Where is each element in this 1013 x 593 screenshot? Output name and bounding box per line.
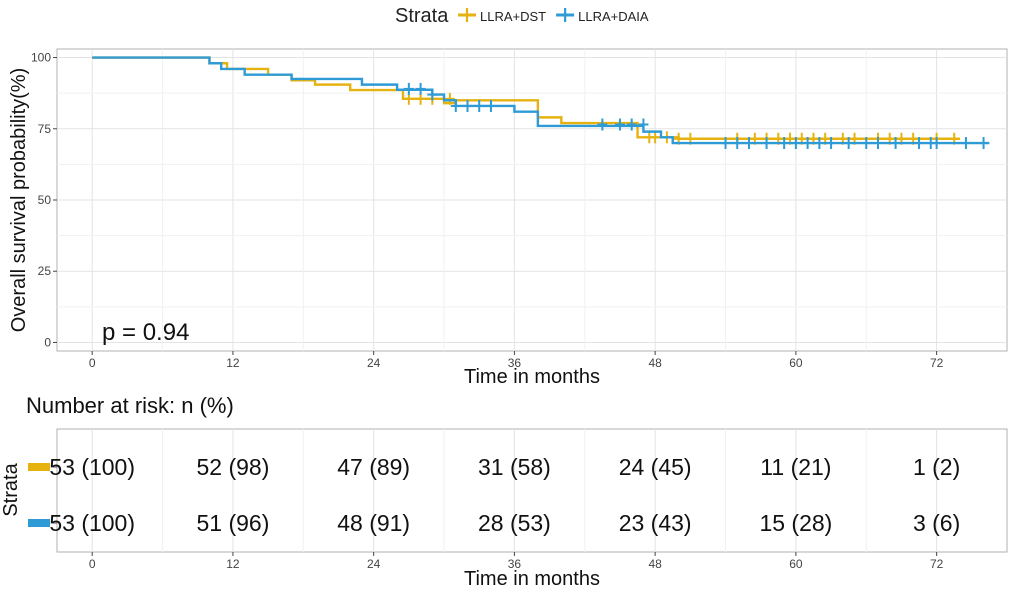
x-axis-label: Time in months xyxy=(464,366,600,388)
censor-mark xyxy=(761,137,772,150)
censor-mark xyxy=(872,137,883,150)
risk-cell: 11 (21) xyxy=(760,454,831,480)
risk-cell: 23 (43) xyxy=(619,510,692,536)
censor-mark xyxy=(861,137,872,150)
y-tick-label: 25 xyxy=(38,264,52,278)
censor-mark xyxy=(743,137,754,150)
risk-x-tick-label: 0 xyxy=(89,557,96,571)
risk-table-panel xyxy=(56,428,1008,553)
grid xyxy=(57,49,1007,351)
risk-x-tick-label: 60 xyxy=(789,557,803,571)
censor-mark xyxy=(931,137,942,150)
survival-curve-llra-daia xyxy=(92,56,990,145)
survival-plot: 0 25 50 75 100 0 12 24 36 48 60 72 p = 0.94 Time i… xyxy=(8,48,1008,388)
risk-cell: 48 (91) xyxy=(337,510,410,536)
x-tick-label: 36 xyxy=(508,356,522,370)
y-tick-label: 100 xyxy=(31,51,51,65)
censor-mark xyxy=(614,118,625,131)
censor-mark xyxy=(732,137,743,150)
x-tick-label: 24 xyxy=(367,356,381,370)
x-tick-label: 48 xyxy=(648,356,662,370)
legend-title: Strata xyxy=(395,5,449,27)
censor-mark xyxy=(843,137,854,150)
risk-table-title: Number at risk: n (%) xyxy=(26,393,234,418)
censor-mark xyxy=(826,137,837,150)
censor-mark xyxy=(790,137,801,150)
legend: Strata LLRA+DST LLRA+DAIA xyxy=(395,5,649,27)
censor-mark xyxy=(462,99,473,112)
y-axis-label: Overall survival probability(%) xyxy=(8,68,30,333)
risk-table-x-label: Time in months xyxy=(464,568,600,590)
risk-table-grid xyxy=(91,429,938,552)
censor-mark xyxy=(450,99,461,112)
censor-mark xyxy=(444,92,455,105)
risk-cell: 53 (100) xyxy=(49,510,135,536)
x-axis-ticks: 0 12 24 36 48 60 72 xyxy=(89,351,944,370)
risk-x-tick-label: 12 xyxy=(226,557,240,571)
censor-mark xyxy=(638,118,649,131)
risk-table-rows: 53 (100) 52 (98) 47 (89) 31 (58) 24 (45) 11 (… xyxy=(28,454,960,536)
risk-cell: 53 (100) xyxy=(49,454,135,480)
y-tick-label: 0 xyxy=(44,335,51,349)
risk-x-tick-label: 48 xyxy=(648,557,662,571)
risk-table-y-label: Strata xyxy=(0,462,22,516)
risk-x-tick-label: 72 xyxy=(930,557,944,571)
censor-mark xyxy=(650,131,661,144)
censor-mark xyxy=(960,137,971,150)
risk-table-x-ticks: 0 12 24 36 48 60 72 xyxy=(89,552,944,571)
risk-cell: 52 (98) xyxy=(196,454,269,480)
censor-mark xyxy=(890,137,901,150)
risk-cell: 28 (53) xyxy=(478,510,551,536)
risk-row-swatch-2 xyxy=(28,519,50,527)
x-tick-label: 0 xyxy=(89,356,96,370)
censor-mark xyxy=(802,137,813,150)
censor-mark xyxy=(597,118,608,131)
y-tick-label: 50 xyxy=(38,193,52,207)
risk-cell: 47 (89) xyxy=(337,454,410,480)
y-axis-ticks: 0 25 50 75 100 xyxy=(31,51,57,349)
censor-mark xyxy=(779,137,790,150)
censor-mark xyxy=(626,118,637,131)
risk-table: Number at risk: n (%) 0 12 24 36 48 60 72 53 (… xyxy=(0,393,1008,590)
risk-cell: 31 (58) xyxy=(478,454,551,480)
risk-cell: 51 (96) xyxy=(196,510,269,536)
risk-x-tick-label: 36 xyxy=(508,557,522,571)
censor-mark xyxy=(403,82,414,95)
censor-mark xyxy=(415,82,426,95)
survival-curve-llra-dst xyxy=(92,56,961,140)
censor-mark xyxy=(485,99,496,112)
censor-mark xyxy=(427,88,438,101)
y-tick-label: 75 xyxy=(38,122,52,136)
censor-mark xyxy=(814,137,825,150)
legend-label-2: LLRA+DAIA xyxy=(578,9,649,24)
risk-x-tick-label: 24 xyxy=(367,557,381,571)
risk-cell: 15 (28) xyxy=(759,510,832,536)
risk-row-swatch-1 xyxy=(28,463,50,471)
risk-cell: 3 (6) xyxy=(913,510,960,536)
p-value-annotation: p = 0.94 xyxy=(102,319,189,346)
censor-mark xyxy=(914,137,925,150)
x-tick-label: 12 xyxy=(226,356,240,370)
x-tick-label: 72 xyxy=(930,356,944,370)
censor-mark xyxy=(720,137,731,150)
legend-label-1: LLRA+DST xyxy=(480,9,546,24)
risk-cell: 24 (45) xyxy=(619,454,692,480)
censor-mark xyxy=(474,99,485,112)
x-tick-label: 60 xyxy=(789,356,803,370)
risk-cell: 1 (2) xyxy=(913,454,960,480)
censor-mark xyxy=(978,137,989,150)
series xyxy=(92,56,990,150)
legend-entries: LLRA+DST LLRA+DAIA xyxy=(458,8,649,24)
